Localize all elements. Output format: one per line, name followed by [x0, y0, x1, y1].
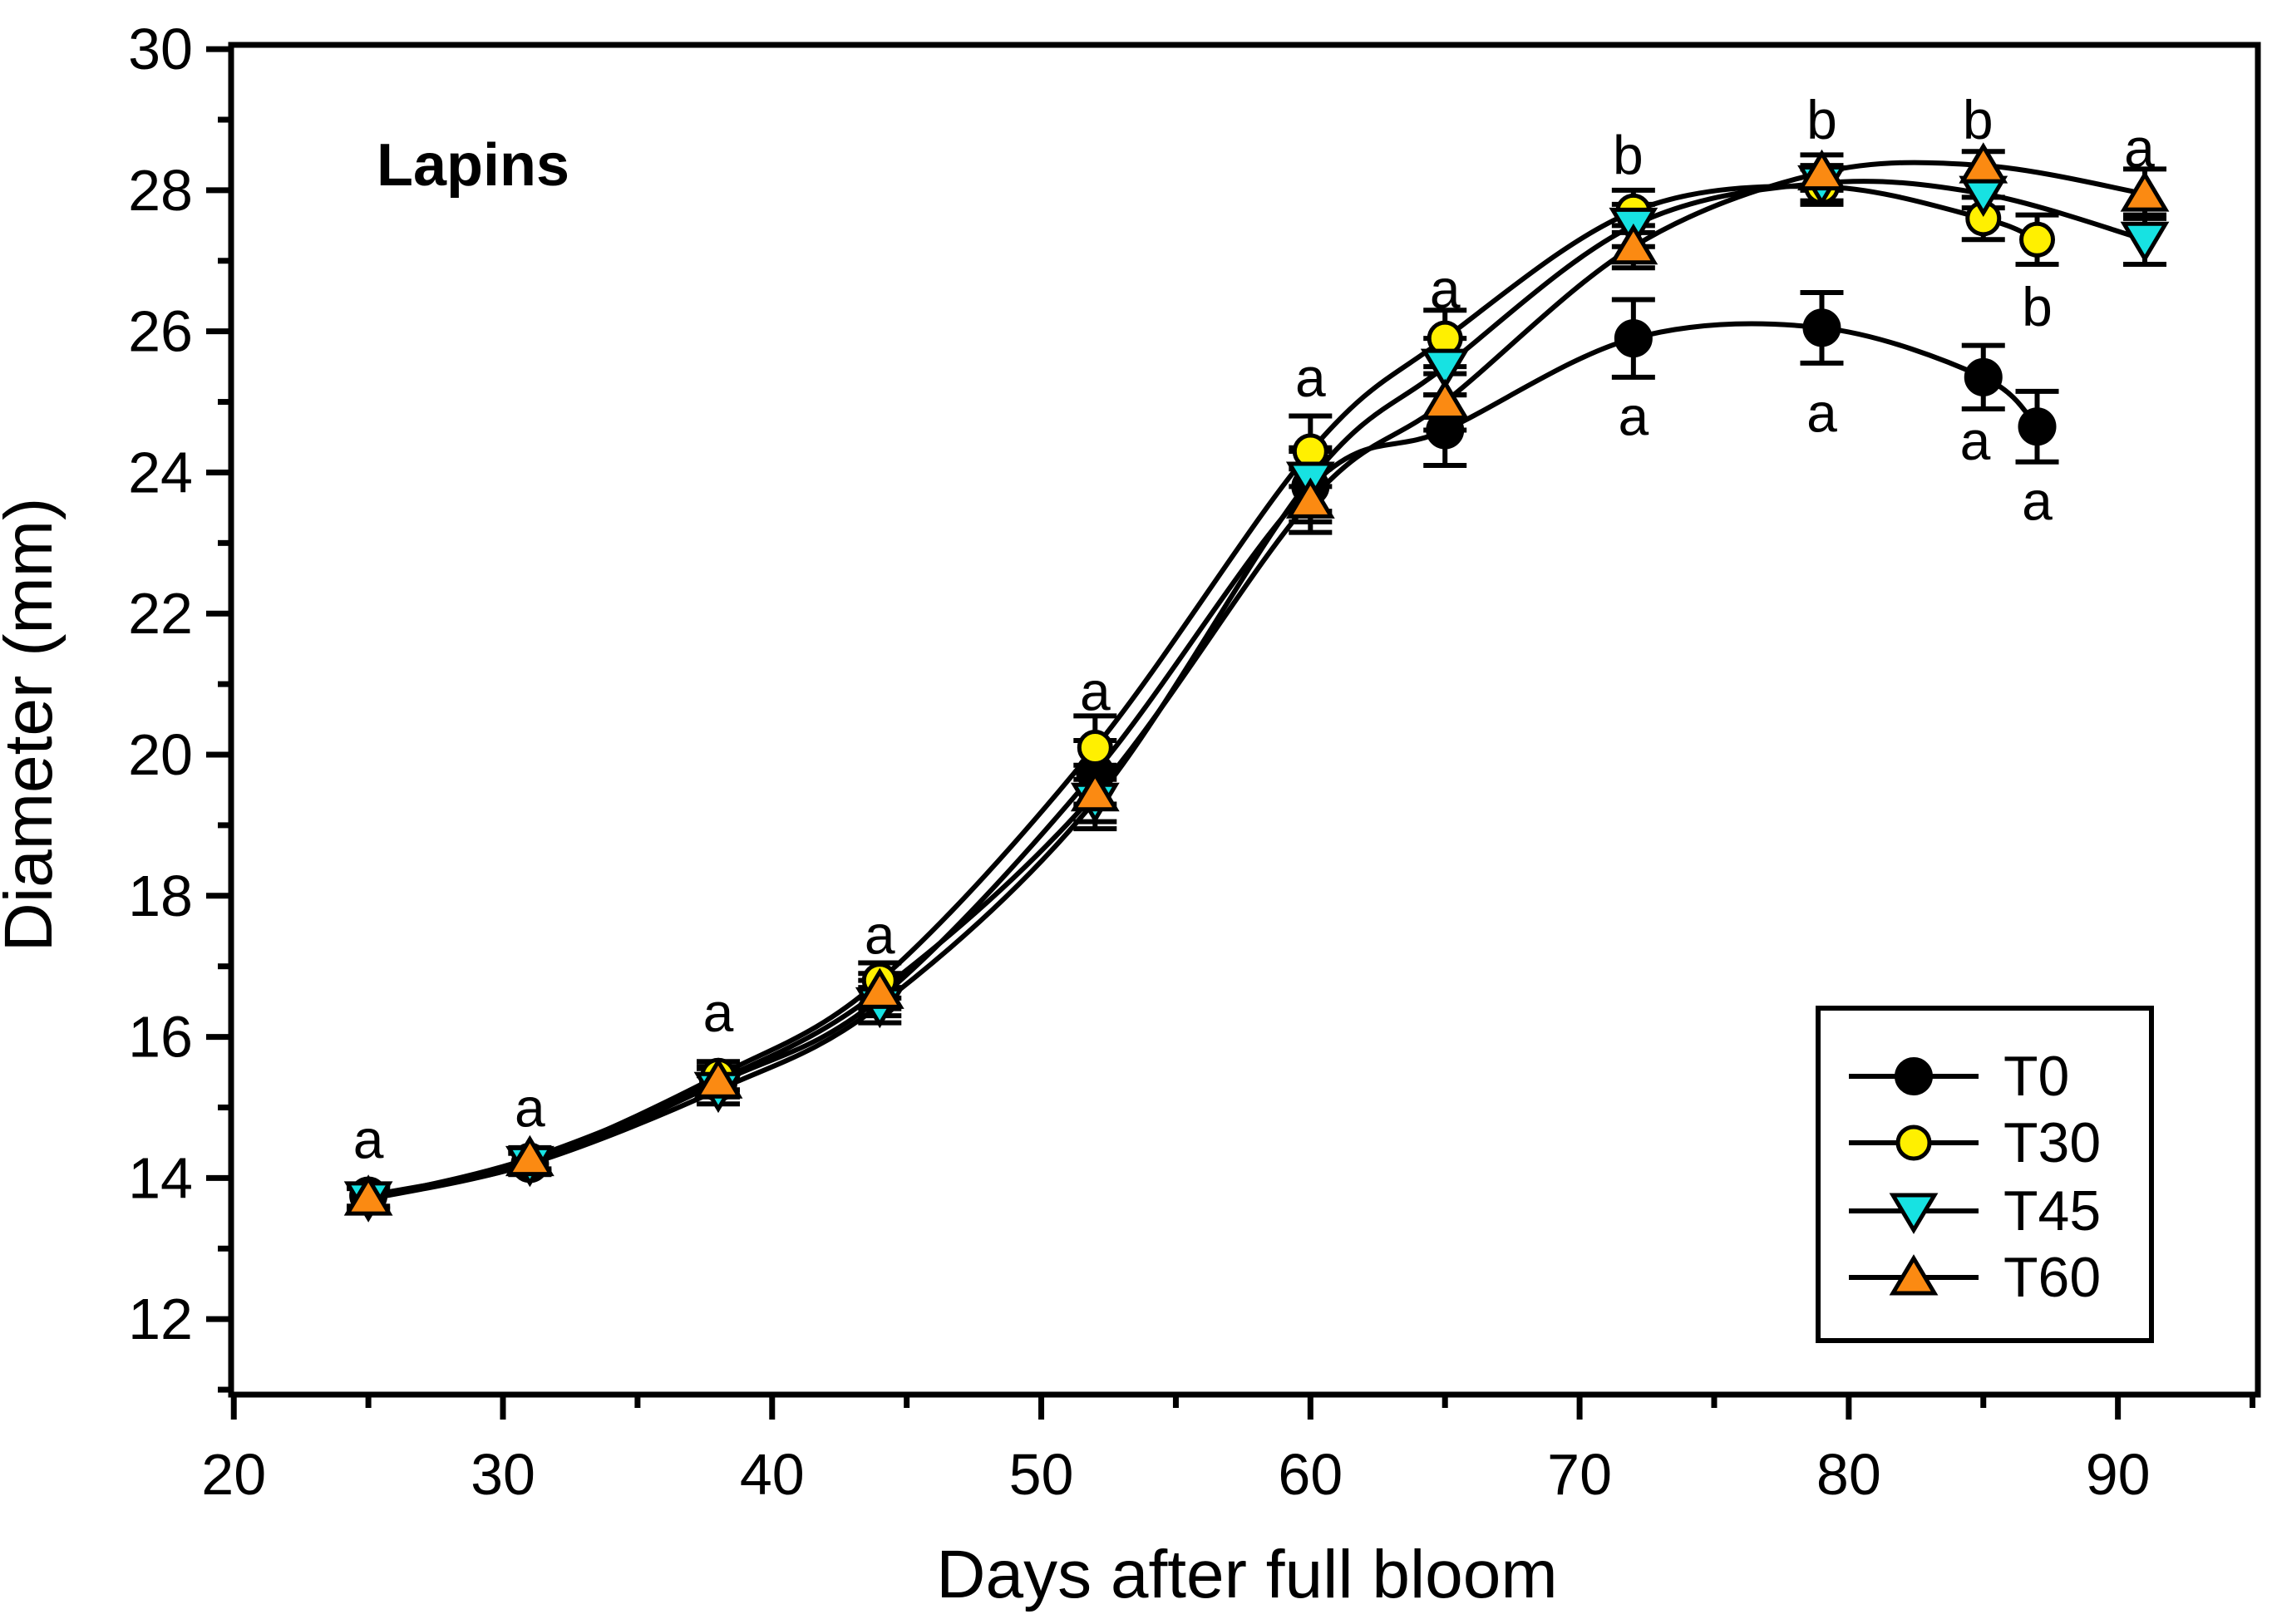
series-line-T60 — [367, 160, 2146, 1201]
significance-letter: a — [703, 982, 734, 1043]
legend-box — [1816, 1006, 2154, 1343]
x-tick-label: 70 — [1547, 1442, 1612, 1507]
y-tick-label: 20 — [128, 722, 193, 787]
series-line-T45 — [367, 179, 2146, 1202]
significance-letter: a — [1430, 258, 1461, 320]
x-tick-label: 50 — [1009, 1442, 1074, 1507]
y-tick-label: 28 — [128, 158, 193, 223]
significance-letter: a — [1960, 410, 1991, 471]
significance-letter: a — [353, 1109, 384, 1170]
x-tick-label: 40 — [740, 1442, 805, 1507]
x-tick-label: 90 — [2086, 1442, 2151, 1507]
legend-label-T30: T30 — [2003, 1111, 2101, 1174]
plot-frame-layer — [228, 42, 2261, 1398]
data-point-T60 — [1420, 378, 1470, 421]
y-tick-label: 12 — [128, 1287, 193, 1351]
data-point-T0 — [1802, 308, 1841, 347]
significance-letter: a — [2022, 470, 2053, 531]
significance-letter: a — [865, 903, 895, 965]
legend-label-T45: T45 — [2003, 1179, 2101, 1243]
series-line-T30 — [367, 184, 2038, 1198]
significance-letter: b — [1806, 89, 1837, 150]
x-axis-title: Days after full bloom — [936, 1537, 1557, 1612]
significance-letter: b — [2022, 276, 2053, 337]
cultivar-label: Lapins — [377, 132, 569, 199]
significance-letter: a — [1618, 386, 1649, 447]
y-tick-label: 18 — [128, 864, 193, 928]
data-point-T60 — [505, 1134, 554, 1177]
x-tick-label: 60 — [1278, 1442, 1343, 1507]
data-point-T60 — [1797, 149, 1846, 191]
y-tick-label: 26 — [128, 299, 193, 364]
y-tick-label: 14 — [128, 1145, 193, 1210]
significance-letter: a — [1806, 381, 1837, 443]
data-point-T60 — [2120, 170, 2170, 212]
legend-marker-T45 — [1889, 1193, 1939, 1234]
significance-letter: b — [1963, 89, 1994, 150]
x-tick-label: 20 — [201, 1442, 266, 1507]
significance-letter: a — [515, 1076, 545, 1138]
legend-marker-T60 — [1889, 1254, 1939, 1296]
data-point-T45 — [1420, 348, 1470, 390]
legend-label-T0: T0 — [2003, 1045, 2069, 1108]
significance-letter: b — [1613, 124, 1644, 185]
data-point-T30 — [2019, 221, 2056, 258]
data-point-T60 — [1959, 142, 2008, 184]
data-point-T0 — [1614, 319, 1653, 358]
data-point-T60 — [1609, 223, 1658, 265]
data-point-T60 — [1070, 770, 1120, 812]
data-point-T30 — [1077, 730, 1113, 766]
significance-letter: a — [1080, 661, 1111, 722]
data-point-T45 — [2120, 221, 2170, 263]
y-tick-label: 22 — [128, 581, 193, 646]
data-point-T60 — [855, 967, 904, 1009]
data-point-T60 — [343, 1174, 393, 1216]
y-axis-title: Diameter (mm) — [0, 498, 67, 952]
legend-marker-T30 — [1895, 1124, 1932, 1161]
series-markers-layer — [343, 142, 2170, 1223]
significance-letter: a — [2124, 117, 2155, 179]
y-tick-label: 16 — [128, 1005, 193, 1070]
axis-ticks-layer: 12 14 16 18 20 22 24 26 28 30 20 30 40 50 60 70 80 90 — [128, 17, 2256, 1507]
data-point-T0 — [2018, 407, 2057, 446]
significance-letter: a — [1295, 347, 1326, 408]
x-tick-label: 30 — [471, 1442, 535, 1507]
y-tick-label: 24 — [128, 440, 193, 504]
legend-marker-T0 — [1895, 1057, 1933, 1095]
data-point-T0 — [1964, 357, 2003, 396]
legend-label-T60: T60 — [2003, 1246, 2101, 1309]
x-tick-label: 80 — [1816, 1442, 1881, 1507]
data-point-T60 — [693, 1057, 743, 1099]
series-line-T0 — [367, 321, 2039, 1198]
data-point-T60 — [1285, 477, 1335, 519]
plot-frame — [228, 42, 2261, 1398]
y-tick-label: 30 — [128, 17, 193, 81]
